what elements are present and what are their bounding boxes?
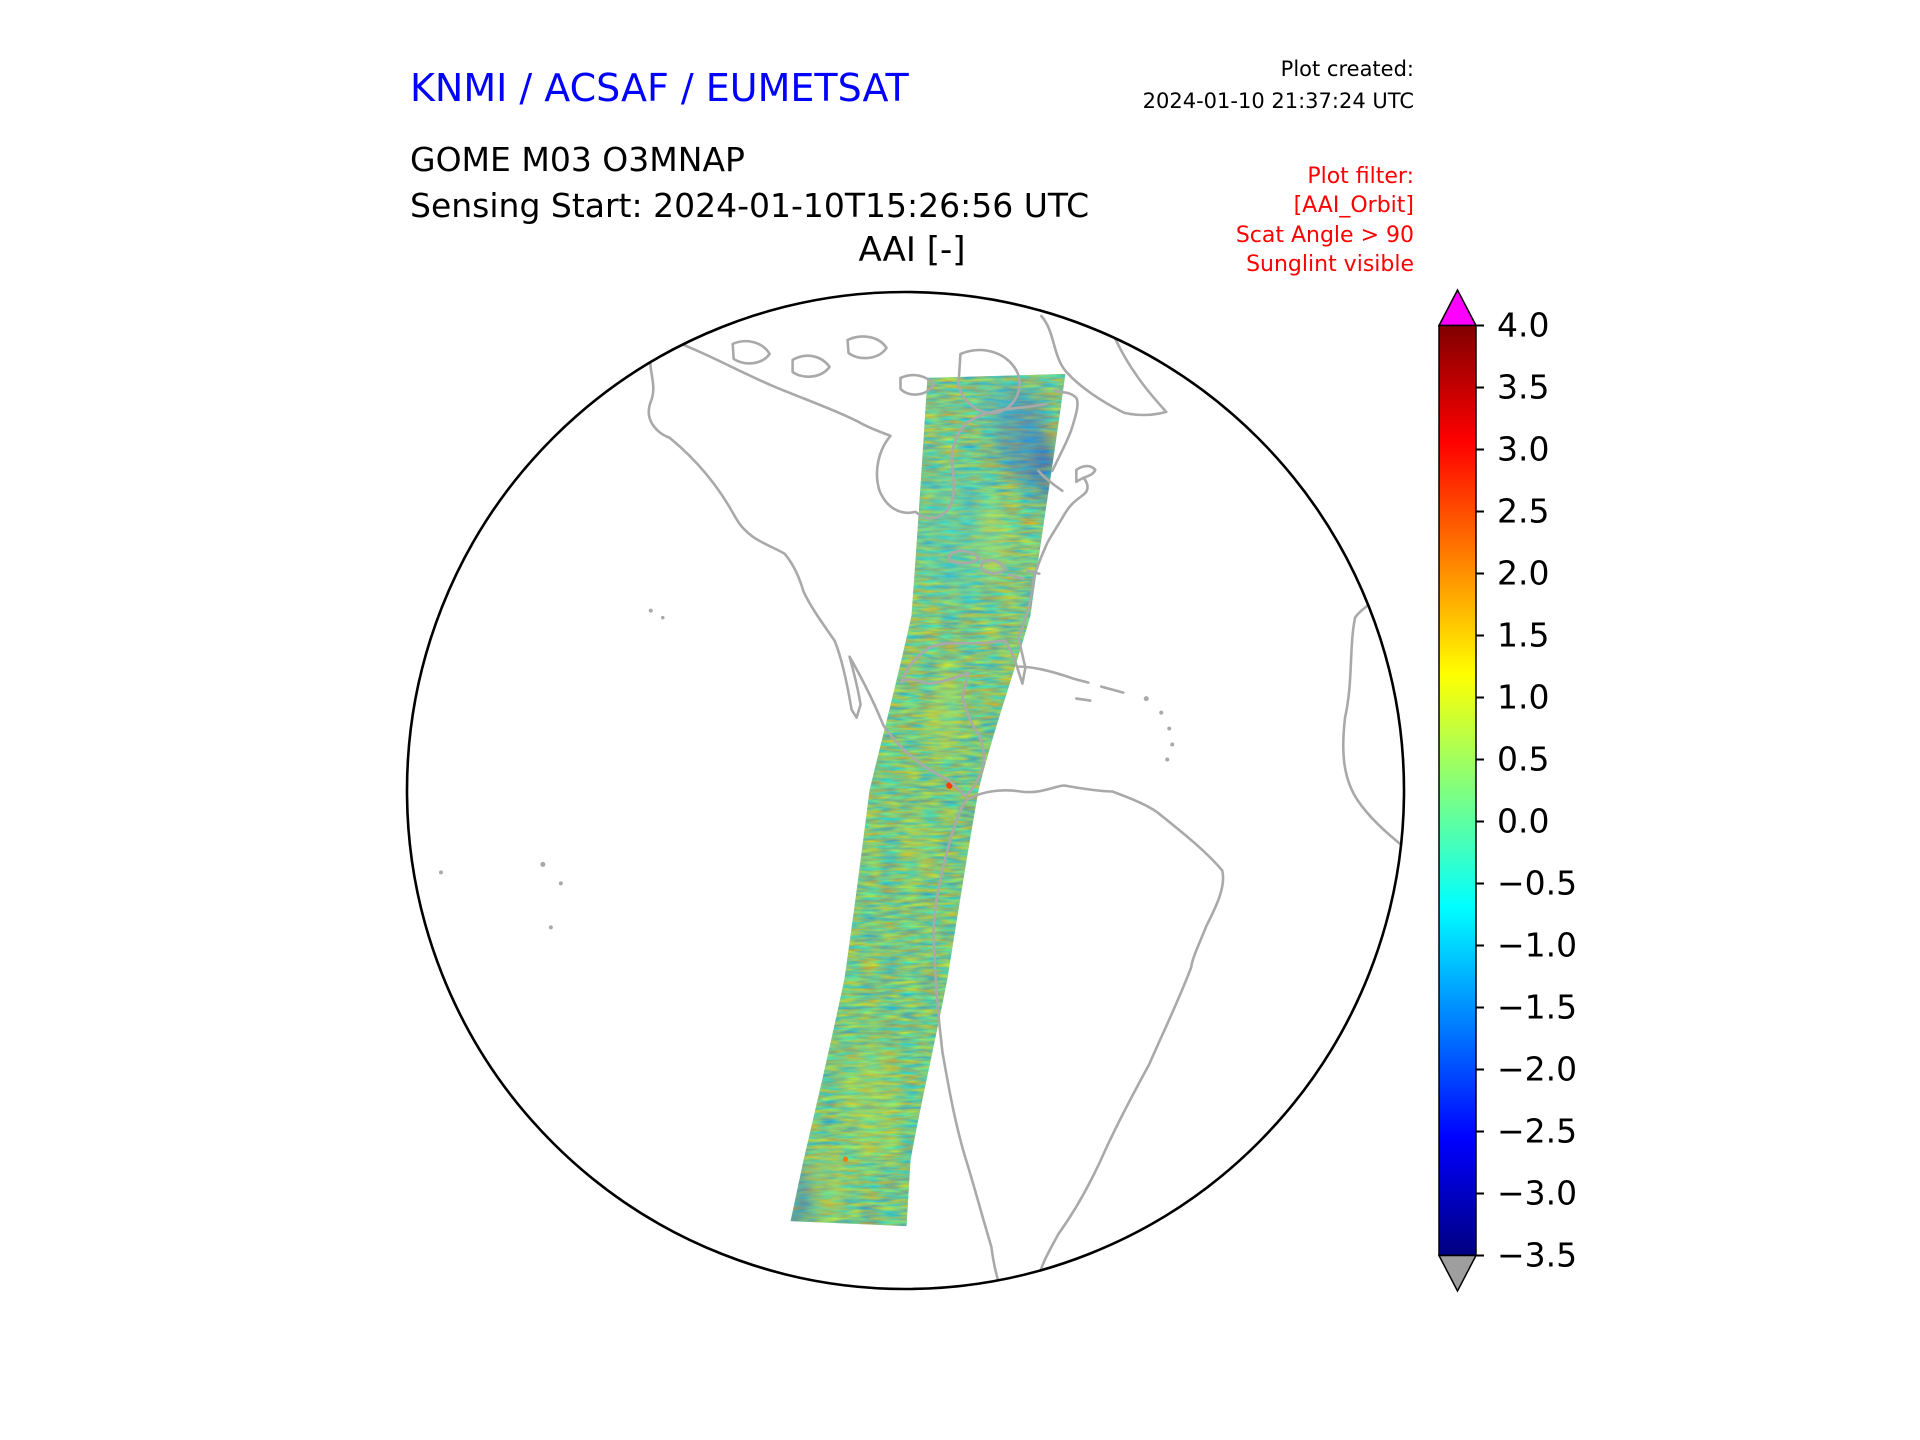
colorbar-under-arrow [1439, 1256, 1476, 1292]
plot-created-block: Plot created: 2024-01-10 21:37:24 UTC [1143, 54, 1414, 117]
island-dot [1144, 696, 1149, 701]
page-root: { "header": { "agency_title": "KNMI / AC… [0, 0, 1920, 1440]
island-dot [1170, 743, 1174, 747]
colorbar-svg [1438, 288, 1498, 1298]
agency-title: KNMI / ACSAF / EUMETSAT [410, 66, 909, 110]
colorbar-tick-label: 1.0 [1497, 677, 1549, 716]
colorbar-gradient [1439, 326, 1476, 1256]
island-dot [439, 870, 443, 874]
satellite-swath [781, 366, 1081, 1235]
island-dot [1167, 727, 1171, 731]
colorbar-tick-label: 2.5 [1497, 491, 1549, 530]
lake-dot [649, 609, 653, 613]
plot-created-timestamp: 2024-01-10 21:37:24 UTC [1143, 86, 1414, 118]
coastline-caribbean [1018, 667, 1123, 701]
plot-filter-line: Sunglint visible [1236, 250, 1414, 279]
island-dot [540, 862, 545, 867]
island-dot [1165, 758, 1169, 762]
colorbar-tick-label: 3.5 [1497, 367, 1549, 406]
plot-filter-line: Scat Angle > 90 [1236, 221, 1414, 250]
colorbar-tick-label: −0.5 [1497, 863, 1577, 902]
globe-svg [401, 286, 1410, 1295]
lake-dot [661, 616, 665, 620]
coastline-antarctica [457, 1211, 645, 1290]
chart-title: AAI [-] [858, 230, 965, 270]
colorbar-tick-label: −3.5 [1497, 1235, 1577, 1274]
plot-filter-block: Plot filter: [AAI_Orbit] Scat Angle > 90… [1236, 162, 1414, 280]
colorbar-tick-label: −2.0 [1497, 1049, 1577, 1088]
colorbar-tick-label: −1.5 [1497, 987, 1577, 1026]
colorbar-tick-label: 1.5 [1497, 615, 1549, 654]
globe-map [401, 286, 1410, 1295]
coastline-south-america [933, 786, 1223, 1295]
island-dot [1159, 711, 1163, 715]
colorbar [1438, 288, 1498, 1298]
colorbar-tick-label: 3.0 [1497, 429, 1549, 468]
coastline-arctic [657, 342, 859, 422]
island-dot [559, 881, 563, 885]
plot-filter-line: [AAI_Orbit] [1236, 191, 1414, 220]
plot-created-label: Plot created: [1143, 54, 1414, 86]
colorbar-tick-label: 0.5 [1497, 739, 1549, 778]
plot-filter-title: Plot filter: [1236, 162, 1414, 191]
colorbar-tick-label: 2.0 [1497, 553, 1549, 592]
colorbar-tick-label: 4.0 [1497, 305, 1549, 344]
sensing-start: Sensing Start: 2024-01-10T15:26:56 UTC [410, 186, 1089, 225]
colorbar-over-arrow [1439, 290, 1476, 326]
product-title: GOME M03 O3MNAP [410, 140, 745, 179]
island-dot [549, 925, 553, 929]
colorbar-tick-label: −1.0 [1497, 925, 1577, 964]
colorbar-tick-label: −3.0 [1497, 1173, 1577, 1212]
colorbar-tick-label: −2.5 [1497, 1111, 1577, 1150]
colorbar-tick-label: 0.0 [1497, 801, 1549, 840]
